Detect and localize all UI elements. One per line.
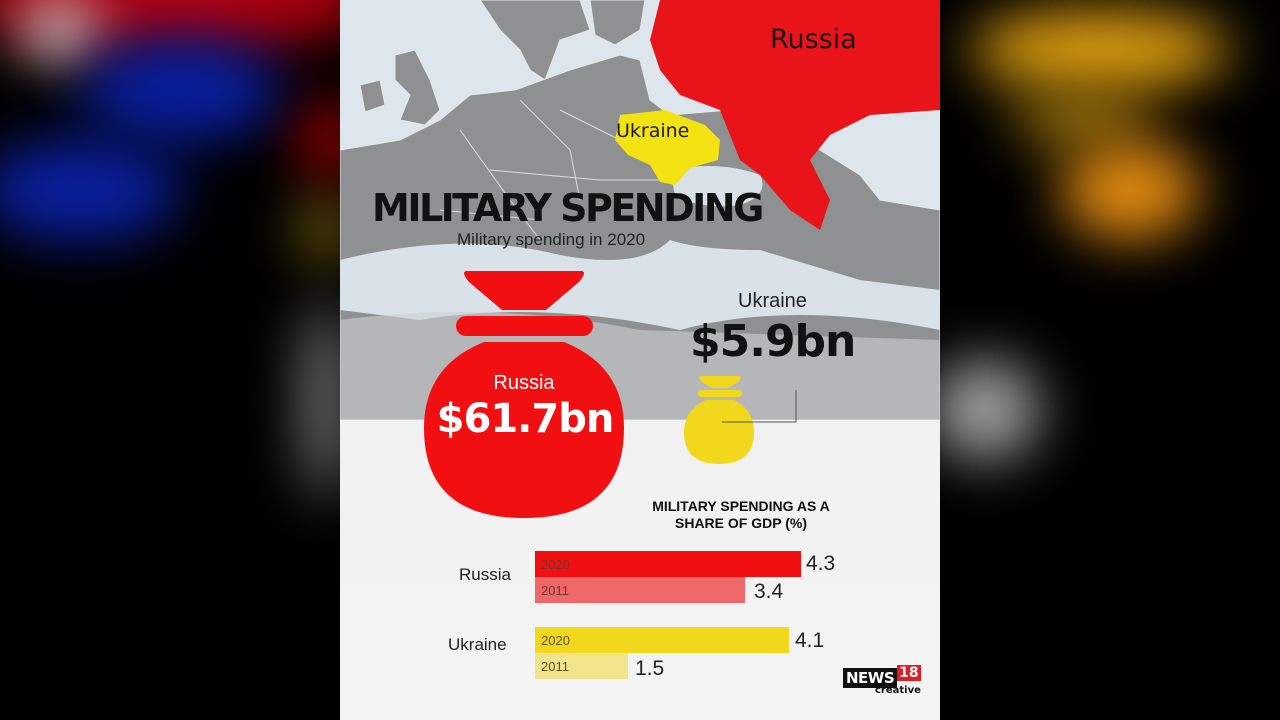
logo-brand: NEWS [843,668,898,688]
blurred-background-right [940,0,1280,720]
bar-russia-2020: 2020 [535,551,801,577]
bar-year-label: 2011 [541,583,569,598]
gdp-country-label-russia: Russia [459,565,511,584]
gdp-country-label-ukraine: Ukraine [448,635,507,654]
bar-value-russia-2020: 4.3 [806,552,836,575]
blurred-background-left [0,0,340,720]
bar-year-label: 2020 [541,633,570,648]
news18-creative-logo: NEWS 18 creative [843,665,921,696]
bar-value-ukraine-2011: 1.5 [635,657,665,680]
russia-spending-name: Russia [493,372,555,394]
logo-number: 18 [897,665,921,681]
page-subtitle: Military spending in 2020 [457,230,646,249]
russia-spending-value: $61.7bn [436,396,615,442]
bar-ukraine-2020: 2020 [535,627,789,653]
page-title: MILITARY SPENDING [372,186,764,230]
gdp-chart-title: MILITARY SPENDING AS A SHARE OF GDP (%) [636,498,846,532]
bar-ukraine-2011: 2011 [535,653,628,679]
logo-tagline: creative [875,685,921,696]
ukraine-spending-name: Ukraine [738,290,807,312]
gdp-chart-title-line1: MILITARY SPENDING AS A [652,498,830,514]
bar-year-label: 2011 [541,659,569,674]
gdp-chart-title-line2: SHARE OF GDP (%) [675,515,807,531]
map-label-russia: Russia [770,24,857,55]
ukraine-money-bag-icon [684,376,754,464]
bar-value-russia-2011: 3.4 [754,580,784,603]
ukraine-spending-value: $5.9bn [690,316,856,367]
bar-year-label: 2020 [541,557,570,572]
ukraine-callout-line [722,390,797,423]
infographic-card: Russia Ukraine MILITARY SPENDING Militar… [340,0,940,720]
map-label-ukraine: Ukraine [616,120,690,142]
russia-money-bag-icon [424,270,624,518]
bar-value-ukraine-2020: 4.1 [795,629,825,652]
bar-russia-2011: 2011 [535,577,745,603]
